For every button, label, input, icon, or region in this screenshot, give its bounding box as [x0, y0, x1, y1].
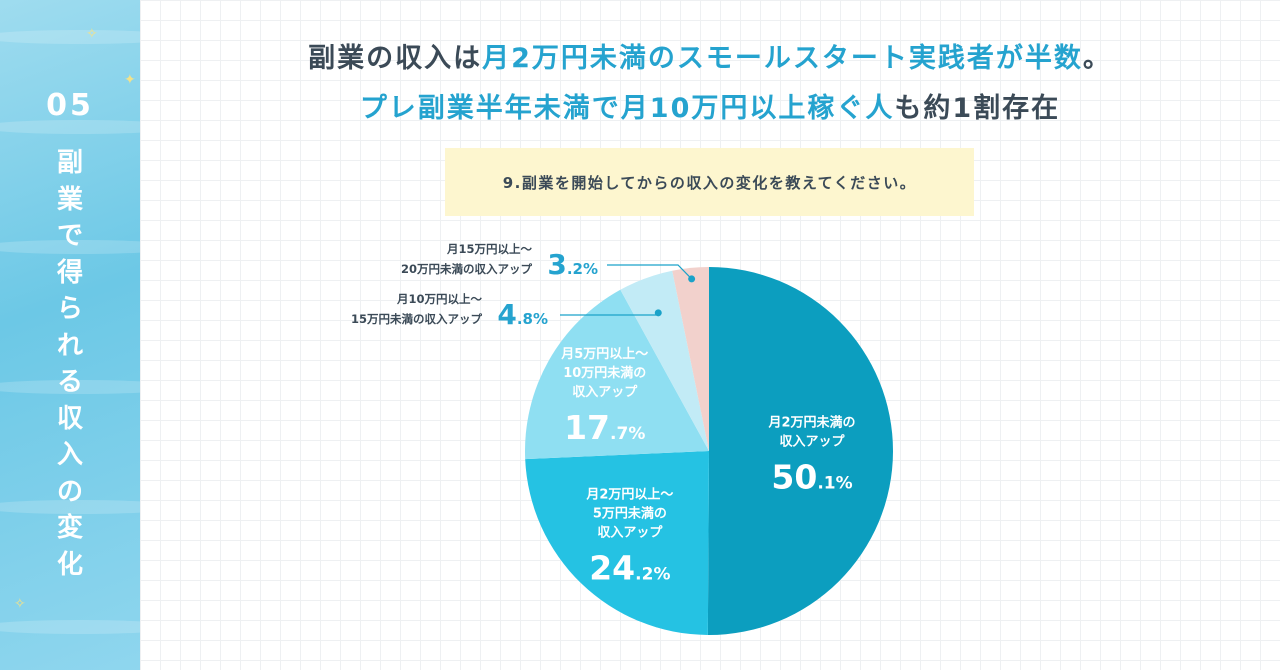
headline-text: も約1割存在	[894, 93, 1061, 124]
data-label-value-2: 24.2%	[589, 549, 670, 588]
headline-line-1: 副業の収入は月2万円未満のスモールスタート実践者が半数。	[140, 36, 1280, 75]
headline-text: 副業の収入は	[308, 43, 483, 74]
section-title-char: 収	[56, 403, 83, 434]
data-label-text: 月15万円以上～	[446, 242, 533, 256]
data-label-text: 月5万円以上～	[560, 347, 648, 362]
section-title-char: 入	[56, 440, 83, 470]
data-label-value-1: 50.1%	[771, 457, 852, 496]
leader-dot	[654, 309, 662, 317]
data-label-text: 10万円未満の	[563, 365, 646, 381]
sparkle-icon: ✧	[14, 596, 26, 612]
pie-slice-1	[707, 267, 894, 635]
section-title-char: 変	[56, 513, 83, 543]
sparkle-icon: ✦	[124, 72, 136, 88]
section-title: 副業で得られる収入の変化	[0, 145, 140, 583]
pie-slice-3	[525, 289, 709, 460]
section-title-char: る	[56, 367, 83, 397]
data-label-text: 月2万円以上～	[585, 488, 673, 503]
headline-highlight: プレ副業半年未満で月10万円以上稼ぐ人	[359, 93, 895, 124]
texture-stroke	[0, 380, 140, 394]
section-title-char: で	[56, 221, 83, 251]
pie-slice-5	[672, 267, 709, 451]
data-label-text: 月2万円未満の	[768, 414, 856, 430]
question-box: 9.副業を開始してからの収入の変化を教えてください。	[445, 148, 974, 216]
headline-line-2: プレ副業半年未満で月10万円以上稼ぐ人も約1割存在	[140, 86, 1280, 125]
section-title-char: 得	[56, 257, 83, 288]
texture-stroke	[0, 240, 140, 254]
leader-dot	[688, 275, 696, 283]
texture-stroke	[0, 620, 140, 634]
question-text: 9.副業を開始してからの収入の変化を教えてください。	[502, 173, 917, 192]
data-label-text: 収入アップ	[780, 434, 846, 449]
data-label-text: 収入アップ	[597, 526, 663, 541]
data-label-text: 5万円未満の	[593, 506, 667, 522]
data-label-value-3: 17.7%	[564, 408, 645, 447]
data-label-text: 20万円未満の収入アップ	[401, 262, 533, 276]
data-label-text: 15万円未満の収入アップ	[351, 312, 483, 326]
section-title-char: れ	[56, 330, 83, 361]
leader-line	[607, 264, 693, 280]
data-label-value-5: 3.2%	[547, 248, 598, 281]
section-title-char: 業	[56, 184, 83, 215]
data-label-text: 月10万円以上～	[396, 292, 483, 306]
pie-slice-4	[620, 270, 709, 451]
headline-text: 。	[1082, 43, 1112, 74]
data-label-value-4: 4.8%	[497, 298, 548, 331]
sparkle-icon: ✧	[86, 26, 98, 42]
section-number: 05	[46, 88, 94, 123]
texture-stroke	[0, 120, 140, 134]
texture-stroke	[0, 500, 140, 514]
section-title-char: 化	[56, 549, 83, 580]
data-label-text: 収入アップ	[572, 385, 638, 400]
side-panel: ✧ ✦ ✧ 05 副業で得られる収入の変化	[0, 0, 140, 670]
pie-slice-2	[525, 451, 709, 635]
headline-highlight: 月2万円未満のスモールスタート実践者が半数	[482, 43, 1083, 74]
section-title-char: ら	[56, 294, 83, 324]
section-title-char: の	[56, 476, 83, 507]
texture-stroke	[0, 30, 140, 44]
section-title-char: 副	[56, 148, 83, 178]
